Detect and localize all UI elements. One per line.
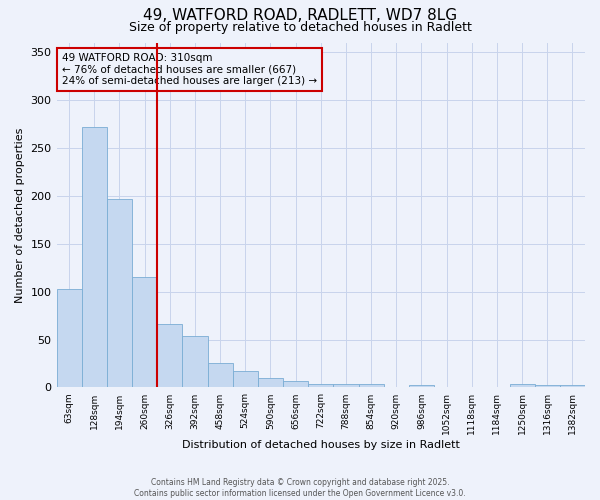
Bar [233, 371, 258, 388]
Bar [56, 289, 82, 388]
Text: Size of property relative to detached houses in Radlett: Size of property relative to detached ho… [128, 21, 472, 34]
Bar [484, 386, 509, 388]
Bar [560, 384, 585, 388]
Bar [409, 384, 434, 388]
Text: Contains HM Land Registry data © Crown copyright and database right 2025.
Contai: Contains HM Land Registry data © Crown c… [134, 478, 466, 498]
Bar [383, 386, 409, 388]
X-axis label: Distribution of detached houses by size in Radlett: Distribution of detached houses by size … [182, 440, 460, 450]
Bar [359, 384, 383, 388]
Bar [208, 362, 233, 388]
Bar [82, 127, 107, 388]
Bar [434, 386, 459, 388]
Text: 49 WATFORD ROAD: 310sqm
← 76% of detached houses are smaller (667)
24% of semi-d: 49 WATFORD ROAD: 310sqm ← 76% of detache… [62, 53, 317, 86]
Bar [509, 384, 535, 388]
Bar [258, 378, 283, 388]
Y-axis label: Number of detached properties: Number of detached properties [15, 128, 25, 302]
Bar [283, 381, 308, 388]
Bar [182, 336, 208, 388]
Bar [535, 384, 560, 388]
Bar [157, 324, 182, 388]
Text: 49, WATFORD ROAD, RADLETT, WD7 8LG: 49, WATFORD ROAD, RADLETT, WD7 8LG [143, 8, 457, 22]
Bar [334, 384, 359, 388]
Bar [132, 278, 157, 388]
Bar [107, 198, 132, 388]
Bar [308, 384, 334, 388]
Bar [459, 386, 484, 388]
